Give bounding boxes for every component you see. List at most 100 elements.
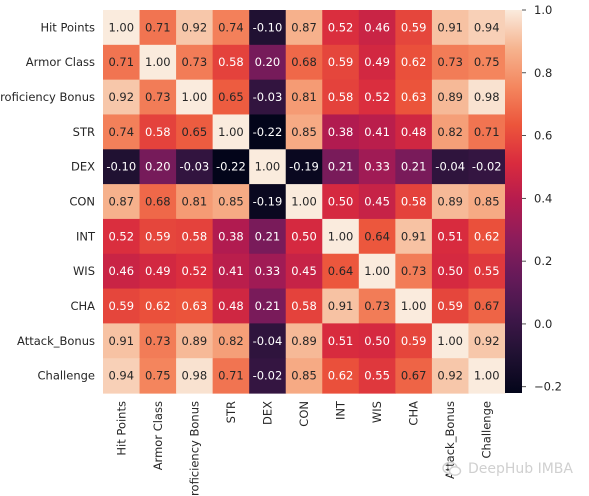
heatmap-cell <box>322 44 360 81</box>
heatmap-cell <box>322 253 360 290</box>
cell-value-label: 0.58 <box>291 299 317 313</box>
cell-value-label: 0.38 <box>218 229 244 243</box>
cell-value-label: -0.04 <box>435 160 465 174</box>
heatmap-cell <box>395 358 433 394</box>
cell-value-label: 0.58 <box>328 90 354 104</box>
cell-value-label: 0.89 <box>182 334 208 348</box>
heatmap-cell <box>103 79 141 116</box>
cell-value-label: 0.91 <box>108 334 134 348</box>
heatmap-cell <box>212 79 250 116</box>
heatmap-cell <box>358 184 396 220</box>
heatmap-cell <box>468 323 506 359</box>
cell-value-label: 0.85 <box>218 195 244 209</box>
colorbar-tick-label: 0.6 <box>534 129 552 143</box>
heatmap-cell <box>431 288 470 324</box>
heatmap-cell <box>322 184 360 220</box>
heatmap-cell <box>139 358 177 394</box>
y-tick-label: DEX <box>71 160 95 174</box>
cell-value-label: 0.71 <box>218 369 244 383</box>
heatmap-cell <box>358 218 396 255</box>
cell-value-label: 0.71 <box>145 20 171 34</box>
heatmap-cell <box>249 10 287 46</box>
watermark: DeepHub IMBA <box>442 461 573 477</box>
cell-value-label: 0.75 <box>474 55 500 69</box>
cell-value-label: 0.62 <box>328 369 354 383</box>
cell-value-label: 0.62 <box>474 229 500 243</box>
heatmap-cell <box>103 288 141 324</box>
cell-value-label: 0.46 <box>364 20 390 34</box>
heatmap-cell <box>468 44 506 81</box>
cell-value-label: 0.21 <box>255 299 281 313</box>
colorbar-tick-label: −0.2 <box>534 380 562 394</box>
heatmap-cell <box>322 10 360 46</box>
cell-value-label: 0.81 <box>291 90 317 104</box>
heatmap-cell <box>249 253 287 290</box>
heatmap-cell <box>431 358 470 394</box>
heatmap-cell <box>176 253 214 290</box>
cell-value-label: 0.49 <box>364 55 390 69</box>
cell-value-label: -0.10 <box>253 20 283 34</box>
cell-value-label: 0.45 <box>291 264 317 278</box>
heatmap-cell <box>358 79 396 116</box>
x-tick-label: STR <box>224 401 238 423</box>
heatmap-cell <box>139 10 177 46</box>
heatmap-cell <box>468 218 506 255</box>
colorbar <box>505 10 522 393</box>
heatmap-cell <box>212 358 250 394</box>
heatmap-cell <box>431 323 470 359</box>
y-tick-label: WIS <box>73 264 95 278</box>
cell-value-label: 0.55 <box>474 264 500 278</box>
cell-value-label: -0.04 <box>253 334 283 348</box>
heatmap-cell <box>322 114 360 150</box>
heatmap-cell <box>103 218 141 255</box>
cell-value-label: 0.59 <box>437 299 463 313</box>
cell-value-label: 0.67 <box>474 299 500 313</box>
heatmap-cells <box>103 10 506 394</box>
heatmap-cell <box>176 44 214 81</box>
cell-value-label: 0.48 <box>401 125 427 139</box>
cell-value-label: 0.55 <box>364 369 390 383</box>
heatmap-cell <box>103 149 141 185</box>
heatmap-cell <box>285 184 323 220</box>
cell-value-label: -0.22 <box>216 160 246 174</box>
x-tick-label: Armor Class <box>151 401 165 470</box>
heatmap-cell <box>468 288 506 324</box>
colorbar-tick-label: 0.2 <box>534 254 552 268</box>
x-tick-label: Proficiency Bonus <box>187 401 201 496</box>
heatmap-cell <box>395 10 433 46</box>
heatmap-cell <box>176 218 214 255</box>
heatmap-cell <box>322 323 360 359</box>
cell-value-label: 0.82 <box>437 125 463 139</box>
cell-value-label: 0.41 <box>218 264 244 278</box>
heatmap-cell <box>176 288 214 324</box>
y-tick-label: CHA <box>70 299 95 313</box>
cell-value-label: 0.50 <box>364 334 390 348</box>
cell-value-label: 0.51 <box>437 229 463 243</box>
cell-value-label: 0.89 <box>291 334 317 348</box>
heatmap-cell <box>103 184 141 220</box>
cell-value-label: 0.73 <box>182 55 208 69</box>
x-tick-label: WIS <box>370 401 384 423</box>
heatmap-cell <box>468 79 506 116</box>
heatmap-cell <box>176 10 214 46</box>
heatmap-cell <box>285 10 323 46</box>
heatmap-cell <box>212 288 250 324</box>
heatmap-cell <box>285 218 323 255</box>
cell-value-label: 0.59 <box>145 229 171 243</box>
cell-value-label: -0.10 <box>106 160 136 174</box>
heatmap-cell <box>285 114 323 150</box>
heatmap-cell <box>468 149 506 185</box>
heatmap-cell <box>358 114 396 150</box>
y-tick-label: Challenge <box>38 369 96 383</box>
cell-value-label: 0.59 <box>401 20 427 34</box>
heatmap-cell <box>358 10 396 46</box>
heatmap-cell <box>431 10 470 46</box>
cell-value-label: 0.41 <box>364 125 390 139</box>
cell-value-label: 0.65 <box>182 125 208 139</box>
heatmap-cell <box>395 79 433 116</box>
cell-value-label: 1.00 <box>474 369 500 383</box>
cell-value-label: -0.03 <box>253 90 283 104</box>
cell-value-label: 0.71 <box>474 125 500 139</box>
x-tick-label: INT <box>334 400 348 420</box>
heatmap-cell <box>431 253 470 290</box>
